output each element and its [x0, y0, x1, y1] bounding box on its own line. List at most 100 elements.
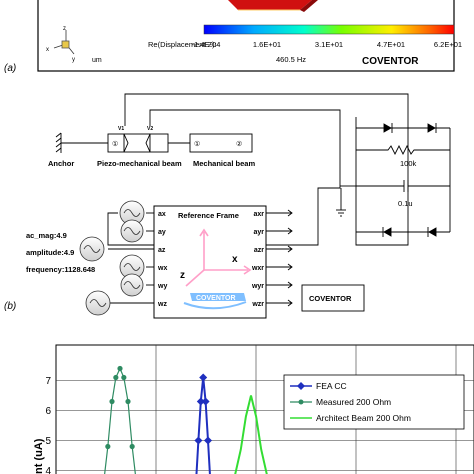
series-line [234, 395, 268, 474]
sine-source-icon [120, 273, 144, 297]
colorbar-tick: 4.7E+01 [377, 40, 405, 49]
port-v1: V1 [118, 126, 124, 132]
sine-source-icon [85, 290, 111, 316]
wire-top-inner [107, 109, 341, 246]
series-layer [104, 365, 268, 474]
data-point [199, 373, 208, 382]
param-frequency: frequency:1128.648 [26, 265, 95, 274]
colorbar-tick: 3.1E+01 [315, 40, 343, 49]
data-point [113, 374, 119, 381]
coventor-box [301, 284, 365, 312]
legend: FEA CC Measured 200 Ohm Architect Beam 2… [283, 374, 465, 430]
param-ac-mag: ac_mag:4.9 [26, 231, 67, 240]
frame-x-label: x [232, 254, 238, 265]
y-tick-label: 6 [45, 406, 51, 417]
legend-entry-measured: Measured 200 Ohm [316, 397, 391, 407]
frame-logo-badge [190, 293, 246, 301]
sine-source-icon [79, 236, 105, 262]
frame-logo-text: COVENTOR [196, 295, 236, 302]
input-port-label: az [158, 247, 166, 254]
data-point [201, 397, 210, 406]
input-port-label: wx [157, 265, 167, 272]
axis-triad-icon [53, 30, 75, 55]
panel-a-label: (a) [4, 63, 16, 74]
triad-y-label: y [72, 57, 75, 63]
output-port-label: azr [254, 247, 264, 254]
diode-icon [383, 227, 392, 237]
piezo-beam-label: Piezo-mechanical beam [97, 159, 182, 168]
node-1-mech: ① [194, 140, 200, 148]
frame-axes-icon [185, 228, 252, 287]
data-point [196, 397, 205, 406]
mechanical-beam-block [189, 133, 253, 153]
input-port-label: ax [158, 211, 166, 218]
data-point [194, 436, 203, 445]
output-arrows [266, 209, 293, 307]
output-port-label: ayr [253, 229, 264, 236]
rectifier-circuit [336, 117, 451, 246]
legend-box [283, 374, 465, 430]
output-port-label: axr [253, 211, 264, 218]
sine-source-icon [120, 219, 144, 243]
data-point [109, 398, 115, 405]
node-1-piezo: ① [112, 140, 118, 148]
data-point [117, 365, 123, 372]
y-tick-label: 5 [45, 436, 51, 447]
chart-area: nt (uA) 7 6 5 4 FEA CC Measured 200 Ohm … [33, 344, 474, 474]
panel-a-frame [37, 0, 455, 72]
triad-x-label: x [46, 47, 49, 53]
y-tick-label: 4 [45, 466, 51, 474]
port-v2: V2 [147, 126, 153, 132]
diode-icon [383, 123, 392, 133]
coventor-logo-b: COVENTOR [309, 294, 352, 303]
colorbar-ticks: -1.4E-04 1.6E+01 3.1E+01 4.7E+01 6.2E+01 [192, 40, 462, 49]
node-2-mech: ② [236, 140, 242, 148]
wire-source-bus [107, 212, 118, 230]
legend-marker-circle [298, 399, 304, 405]
anchor-icon [55, 132, 108, 153]
colorbar-title: Re(Displacement Z): [148, 40, 217, 49]
output-port-label: wzr [251, 301, 264, 308]
colorbar-tick: -1.4E-04 [192, 40, 221, 49]
anchor-label: Anchor [48, 159, 74, 168]
output-port-label: wyr [251, 283, 264, 290]
unit-label: um [92, 57, 102, 64]
diode-icon [428, 227, 437, 237]
input-sources [108, 212, 154, 304]
block-title: Reference Frame [178, 211, 239, 220]
y-tick-label: 7 [45, 376, 51, 387]
output-port-label: wxr [251, 265, 264, 272]
data-point [105, 443, 111, 450]
y-tick-labels: 7 6 5 4 [45, 376, 51, 474]
coventor-logo-a: COVENTOR [362, 56, 419, 67]
param-amplitude: amplitude:4.9 [26, 248, 74, 257]
output-port-labels: axr ayr azr wxr wyr wzr [251, 211, 264, 308]
input-port-label: ay [158, 229, 166, 236]
y-axis-label: nt (uA) [33, 438, 45, 474]
data-point [204, 436, 212, 445]
diode-icon [427, 123, 436, 133]
legend-entry-fea: FEA CC [316, 381, 347, 391]
data-point [129, 443, 135, 450]
sine-sources [79, 200, 145, 316]
frame-z-label: z [180, 270, 185, 281]
input-port-labels: ax ay az wx wy wz [157, 211, 167, 308]
resistor-icon [356, 144, 450, 156]
panel-b-label: (b) [4, 301, 16, 312]
resistor-label: 100k [400, 159, 417, 168]
frequency-label: 460.5 Hz [276, 55, 306, 64]
capacitor-label: 0.1u [398, 199, 413, 208]
colorbar-tick: 6.2E+01 [434, 40, 462, 49]
panel-a: Re(Displacement Z): -1.4E-04 1.6E+01 3.1… [4, 0, 462, 74]
input-port-label: wz [157, 301, 167, 308]
colorbar [203, 24, 455, 35]
data-point [121, 374, 127, 381]
deformed-structure-render [228, 0, 318, 12]
colorbar-tick: 1.6E+01 [253, 40, 281, 49]
wire-top-outer [124, 93, 409, 126]
input-port-label: wy [157, 283, 167, 290]
legend-marker-diamond [297, 382, 305, 390]
mechanical-beam-label: Mechanical beam [193, 159, 255, 168]
triad-z-label: z [63, 26, 66, 32]
